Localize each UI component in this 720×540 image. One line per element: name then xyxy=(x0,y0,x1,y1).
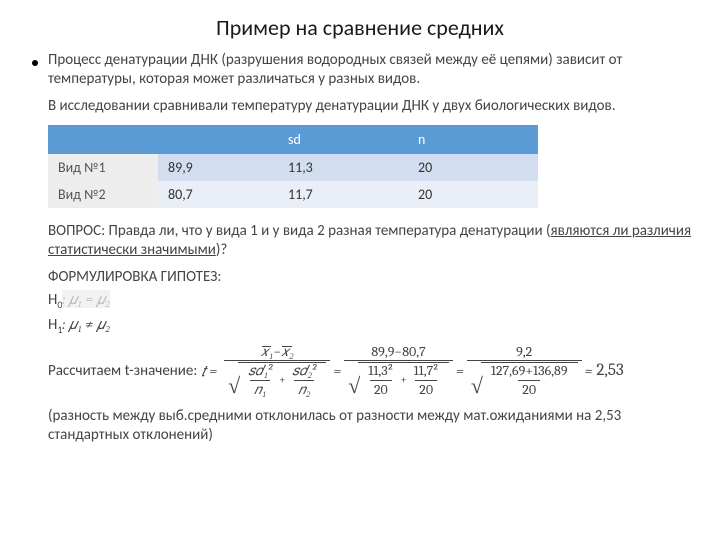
table-cell: 80,7 xyxy=(158,181,278,208)
hypothesis-title: ФОРМУЛИРОВКА ГИПОТЕЗ: xyxy=(48,268,692,286)
table-cell: 20 xyxy=(408,154,538,181)
h0-body: : 𝜇₁ = 𝜇₂ xyxy=(62,290,110,308)
table-cell: 20 xyxy=(408,181,538,208)
question-suffix: )? xyxy=(216,241,228,259)
table-cell: 89,9 xyxy=(158,154,278,181)
frac-numeric-2: 9,2 √ 127,69+136,8920 xyxy=(467,344,582,397)
frac3-num: 9,2 xyxy=(512,344,536,360)
table-cell: 11,3 xyxy=(278,154,408,181)
table-header-cell xyxy=(48,125,158,154)
table-header-cell: n xyxy=(408,125,538,154)
hypothesis-h0: H0: 𝜇₁ = 𝜇₂ xyxy=(48,290,692,311)
sd1-sq: 𝑠𝑑₁² xyxy=(244,363,276,379)
table-cell: Вид №1 xyxy=(48,154,158,181)
f2dnb: 20 xyxy=(415,380,437,397)
approx: ≈ xyxy=(585,362,593,380)
eq1: = xyxy=(333,362,341,380)
data-table: sdn Вид №189,911,320Вид №280,711,720 xyxy=(48,125,538,208)
slide-title: Пример на сравнение средних xyxy=(28,14,692,41)
intro-paragraph-2: В исследовании сравнивали температуру де… xyxy=(48,97,692,116)
n1: 𝑛₁ xyxy=(250,380,270,397)
table-header-cell: sd xyxy=(278,125,408,154)
h0-label: H xyxy=(48,291,57,309)
frac2-num: 89,9−80,7 xyxy=(367,344,429,360)
hypothesis-h1: H1: 𝜇₁ ≠ 𝜇₂ xyxy=(48,315,692,336)
table-cell: Вид №2 xyxy=(48,181,158,208)
f2da: 11,3² xyxy=(364,363,397,379)
f3top: 127,69+136,89 xyxy=(487,363,572,379)
table-row: Вид №280,711,720 xyxy=(48,181,538,208)
table-cell: 11,7 xyxy=(278,181,408,208)
sd2-sq: 𝑠𝑑₂² xyxy=(288,363,320,379)
f3bot: 20 xyxy=(518,380,540,397)
eq2: = xyxy=(456,362,464,380)
closing-note: (разность между выб.средними отклонилась… xyxy=(48,407,692,445)
table-row: Вид №189,911,320 xyxy=(48,154,538,181)
n2: 𝑛₂ xyxy=(294,380,314,397)
t-result: 2,53 xyxy=(596,361,623,380)
x2-bar: 𝑥₂ xyxy=(281,344,294,359)
question-prefix: ВОПРОС: Правда ли, что у вида 1 и у вида… xyxy=(48,222,551,240)
intro-paragraph-1: Процесс денатурации ДНК (разрушения водо… xyxy=(48,51,692,89)
x1-bar: 𝑥₁ xyxy=(261,344,274,359)
f2dna: 20 xyxy=(370,380,392,397)
frac-numeric-1: 89,9−80,7 √ 11,3²20+11,7²20 xyxy=(344,344,453,397)
bullet-dot xyxy=(32,60,38,66)
table-body: Вид №189,911,320Вид №280,711,720 xyxy=(48,154,538,208)
h1-label: H xyxy=(48,316,57,334)
table-header-row: sdn xyxy=(48,125,538,154)
formula-label: Рассчитаем t-значение: xyxy=(48,362,197,380)
t-symbol: 𝑡 = xyxy=(201,362,217,380)
question-text: ВОПРОС: Правда ли, что у вида 1 и у вида… xyxy=(48,222,692,260)
f2db: 11,7² xyxy=(410,363,443,379)
frac-symbolic: 𝑥₁−𝑥₂ √ 𝑠𝑑₁²𝑛₁+𝑠𝑑₂²𝑛₂ xyxy=(224,344,330,397)
t-formula: Рассчитаем t-значение: 𝑡 = 𝑥₁−𝑥₂ √ 𝑠𝑑₁²𝑛… xyxy=(48,344,692,397)
table-header-cell xyxy=(158,125,278,154)
h1-body: : 𝜇₁ ≠ 𝜇₂ xyxy=(62,315,110,333)
